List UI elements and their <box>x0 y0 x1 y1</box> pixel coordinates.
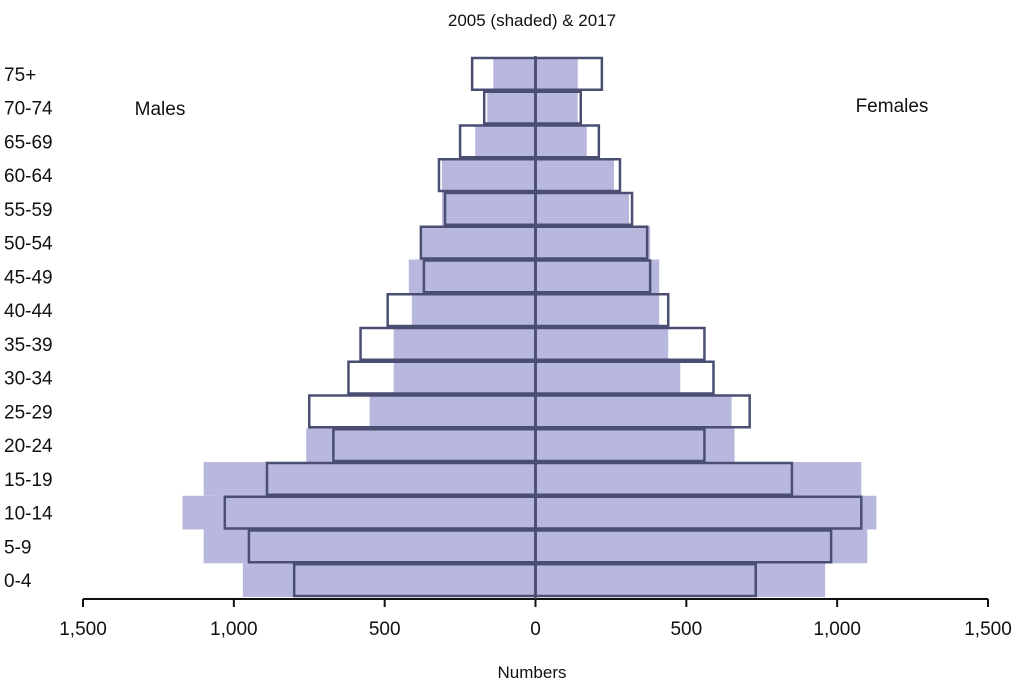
category-label-5-9: 5-9 <box>4 537 31 558</box>
bar-2005-female-30-34 <box>535 360 681 395</box>
category-label-20-24: 20-24 <box>4 436 53 457</box>
category-label-30-34: 30-34 <box>4 369 53 390</box>
bar-2005-female-10-14 <box>535 495 877 530</box>
x-tick-label: 1,500 <box>59 619 107 640</box>
category-label-45-49: 45-49 <box>4 267 53 288</box>
x-tick-label: 1,000 <box>813 619 861 640</box>
category-label-35-39: 35-39 <box>4 335 53 356</box>
bar-2005-female-50-54 <box>535 225 651 260</box>
x-tick-label: 500 <box>670 619 702 640</box>
category-label-50-54: 50-54 <box>4 234 53 255</box>
bar-2005-male-40-44 <box>411 293 536 327</box>
bar-2005-female-20-24 <box>535 428 735 462</box>
category-label-70-74: 70-74 <box>4 99 53 120</box>
category-label-60-64: 60-64 <box>4 166 53 187</box>
bar-2005-male-45-49 <box>408 259 536 294</box>
shaded-bars-2005 <box>182 57 877 597</box>
bar-2005-male-20-24 <box>306 428 536 462</box>
bar-2005-female-15-19 <box>535 462 862 496</box>
bar-2005-female-0-4 <box>535 563 826 597</box>
x-tick-label: 1,000 <box>210 619 258 640</box>
category-label-0-4: 0-4 <box>4 571 32 592</box>
bar-2005-female-5-9 <box>535 529 868 564</box>
bar-2005-male-25-29 <box>369 394 536 429</box>
bar-2005-female-45-49 <box>535 259 660 294</box>
bar-2005-male-75plus <box>493 57 536 91</box>
bar-2005-male-15-19 <box>203 462 536 496</box>
category-label-75plus: 75+ <box>4 65 36 86</box>
bar-2005-female-35-39 <box>535 327 669 361</box>
x-axis-label: Numbers <box>498 663 567 679</box>
bar-2005-female-75plus <box>535 57 578 91</box>
x-tick-label: 1,500 <box>964 619 1012 640</box>
bar-2005-male-55-59 <box>441 192 536 226</box>
bar-2005-male-35-39 <box>393 327 536 361</box>
bar-2005-female-70-74 <box>535 90 578 125</box>
category-label-15-19: 15-19 <box>4 470 53 491</box>
bar-2005-female-55-59 <box>535 192 630 226</box>
x-axis: 1,500 1,000 500 0 500 1,000 1,500 <box>59 598 1012 640</box>
category-label-10-14: 10-14 <box>4 504 53 525</box>
category-label-65-69: 65-69 <box>4 132 53 153</box>
bar-2005-male-60-64 <box>441 158 536 192</box>
bar-2005-male-30-34 <box>393 360 536 395</box>
x-tick-label: 0 <box>530 619 541 640</box>
bar-2005-female-25-29 <box>535 394 732 429</box>
category-label-55-59: 55-59 <box>4 200 53 221</box>
bar-2005-male-70-74 <box>487 90 536 125</box>
bar-2005-male-10-14 <box>182 495 536 530</box>
category-labels: 0-4 5-9 10-14 15-19 20-24 25-29 30-34 35-39 40-4… <box>4 65 53 592</box>
bar-2005-male-65-69 <box>475 124 536 159</box>
bar-2005-female-40-44 <box>535 293 660 327</box>
bar-2005-male-0-4 <box>242 563 536 597</box>
bar-2005-male-50-54 <box>420 225 536 260</box>
bar-2005-male-5-9 <box>203 529 536 564</box>
chart-title: 2005 (shaded) & 2017 <box>448 11 616 30</box>
bar-2005-female-60-64 <box>535 158 614 192</box>
bar-2005-female-65-69 <box>535 124 587 159</box>
category-label-40-44: 40-44 <box>4 301 53 322</box>
males-label: Males <box>135 99 186 120</box>
category-label-25-29: 25-29 <box>4 402 53 423</box>
females-label: Females <box>856 96 929 117</box>
x-tick-label: 500 <box>369 619 401 640</box>
